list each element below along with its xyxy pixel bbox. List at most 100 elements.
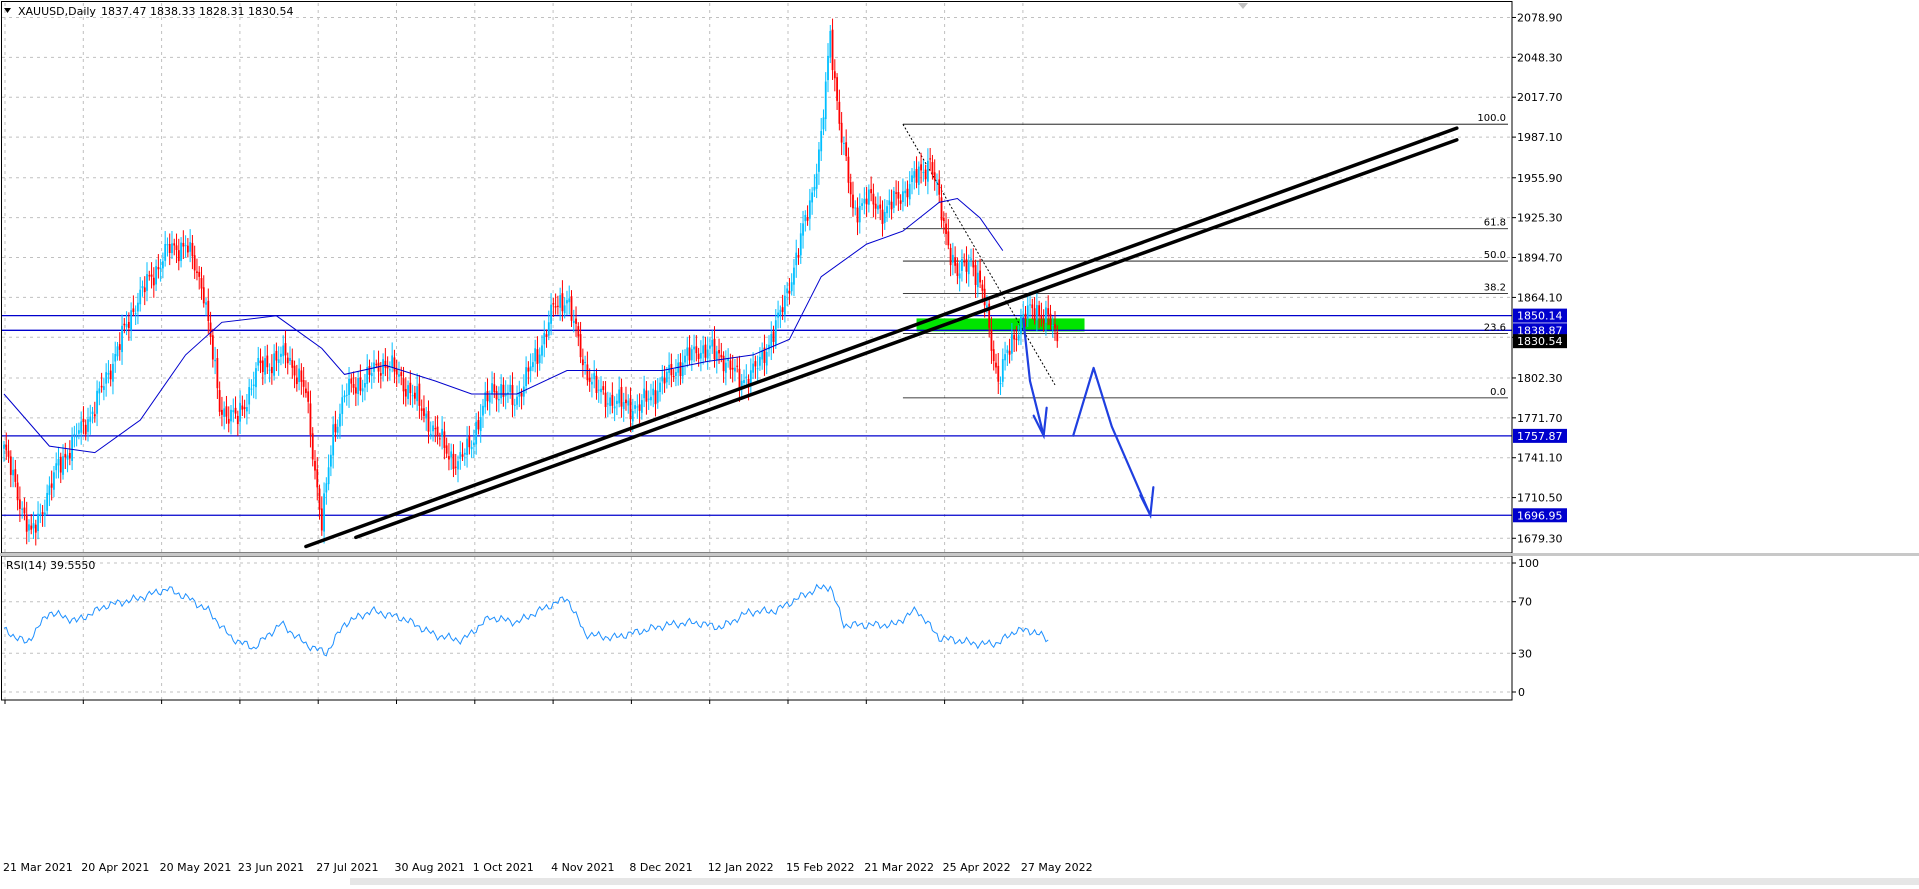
candle-body xyxy=(336,426,339,433)
candle xyxy=(1031,298,1034,320)
candle-body xyxy=(643,388,646,399)
shift-marker-icon[interactable] xyxy=(1238,3,1248,9)
candle-body xyxy=(402,378,405,392)
candle xyxy=(150,262,153,289)
candle-body xyxy=(198,271,201,277)
candle xyxy=(670,353,673,388)
candle-body xyxy=(879,204,882,209)
candle-body xyxy=(736,365,739,367)
candle-body xyxy=(295,377,298,385)
candle-body xyxy=(166,244,169,246)
candle-body xyxy=(917,166,920,185)
candle xyxy=(14,459,17,488)
candle xyxy=(861,198,863,211)
support-zone[interactable] xyxy=(916,318,1085,332)
candle-body xyxy=(656,390,659,403)
time-tick-label: 12 Jan 2022 xyxy=(708,861,774,874)
candle-body xyxy=(720,354,723,358)
horizontal-scrollbar[interactable] xyxy=(350,878,1919,885)
candle-body xyxy=(722,355,725,372)
candle-body xyxy=(768,344,770,350)
trend-lines[interactable] xyxy=(304,126,1459,549)
candle xyxy=(234,396,237,419)
candle xyxy=(947,219,950,250)
candle-body xyxy=(1054,324,1056,329)
projection-arrow-head[interactable] xyxy=(1032,406,1048,440)
candle-body xyxy=(443,431,446,448)
candle xyxy=(404,377,407,407)
candle xyxy=(18,486,21,522)
candle xyxy=(754,355,757,379)
candle xyxy=(811,187,814,215)
candle xyxy=(121,314,123,365)
projection-arrows[interactable] xyxy=(1022,317,1155,520)
candle-body xyxy=(618,389,621,404)
candle xyxy=(920,152,922,184)
candle-body xyxy=(277,359,280,363)
candle-body xyxy=(343,395,346,398)
candle xyxy=(114,341,117,373)
horizontal-levels[interactable] xyxy=(2,314,1512,516)
candle-body xyxy=(999,383,1002,385)
candle xyxy=(368,359,371,383)
candle xyxy=(454,453,457,475)
projection-arrow-head[interactable] xyxy=(1139,486,1155,520)
candle-body xyxy=(354,387,357,394)
candle-body xyxy=(407,385,409,399)
projection-arrow-path[interactable] xyxy=(1022,317,1045,437)
candle-body xyxy=(318,488,321,510)
candle-body xyxy=(325,483,328,493)
candle-body xyxy=(1017,334,1020,341)
candle-body xyxy=(189,242,192,252)
candle xyxy=(132,295,135,317)
projection-arrow-path[interactable] xyxy=(1072,366,1152,517)
candle xyxy=(659,377,661,402)
candle xyxy=(936,173,938,196)
candle-body xyxy=(150,274,153,277)
fibonacci-retracement[interactable]: 100.0 61.8 50.0 38.2 23.6 0.0 xyxy=(902,113,1508,399)
candle-body xyxy=(379,373,382,376)
candle xyxy=(25,501,28,545)
candle xyxy=(761,342,764,370)
candle xyxy=(874,196,877,220)
candle-body xyxy=(309,403,312,435)
candle-body xyxy=(395,369,398,375)
candle xyxy=(704,336,707,362)
candle-body xyxy=(543,332,546,345)
candle xyxy=(1020,308,1022,345)
candle xyxy=(597,379,600,403)
trend-line[interactable] xyxy=(304,126,1459,549)
price-tag: 1830.54 xyxy=(1513,334,1567,349)
candle-body xyxy=(218,390,221,412)
candle-body xyxy=(652,388,655,396)
candle xyxy=(892,186,895,214)
candle-body xyxy=(1035,304,1038,321)
candle-body xyxy=(82,418,85,423)
candle xyxy=(702,335,705,365)
candle xyxy=(1010,322,1013,361)
time-tick-label: 27 Jul 2021 xyxy=(316,861,378,874)
candle-body xyxy=(711,339,714,347)
candle xyxy=(482,398,484,428)
candle xyxy=(793,259,795,297)
candle xyxy=(316,457,319,501)
candle-body xyxy=(516,396,518,405)
trend-line[interactable] xyxy=(354,138,1459,540)
time-tick-label: 21 Mar 2021 xyxy=(3,861,73,874)
candle-body xyxy=(193,255,196,271)
candle-body xyxy=(100,385,103,388)
candle xyxy=(1040,302,1043,327)
candle-body xyxy=(972,260,975,268)
candle xyxy=(858,193,861,234)
candle-body xyxy=(954,257,957,266)
candle xyxy=(463,448,466,466)
candle xyxy=(425,406,428,431)
candle-body xyxy=(995,362,997,368)
triangle-down-icon[interactable] xyxy=(4,8,11,13)
price-tag: 1757.87 xyxy=(1513,428,1567,443)
price-tick-label: 1802.30 xyxy=(1517,372,1563,385)
candle xyxy=(225,395,228,424)
candle-body xyxy=(177,250,180,262)
candle-body xyxy=(749,370,752,385)
